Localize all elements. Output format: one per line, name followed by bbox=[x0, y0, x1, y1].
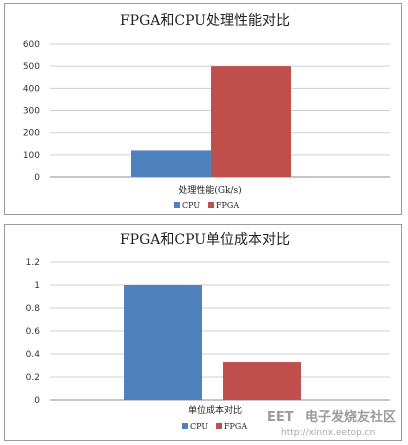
watermark-url: http://xinnx.eetop.cn bbox=[281, 428, 375, 438]
performance-chart: FPGA和CPU处理性能对比 0 100 200 300 400 500 600 处理性能(… bbox=[23, 13, 390, 210]
y-tick-label: 0.4 bbox=[26, 350, 41, 360]
chart-panel-performance: FPGA和CPU处理性能对比 0 100 200 300 400 500 600 处理性能(… bbox=[4, 3, 402, 215]
y-tick-label: 0.8 bbox=[26, 304, 41, 314]
y-tick-label: 200 bbox=[23, 129, 40, 139]
legend-label-cpu: CPU bbox=[182, 201, 200, 210]
y-tick-label: 500 bbox=[23, 62, 40, 72]
chart-title: FPGA和CPU处理性能对比 bbox=[120, 13, 290, 29]
bar-cpu bbox=[131, 150, 211, 177]
cost-chart: FPGA和CPU单位成本对比 00.20.40.60.811.2 单位成本对比 … bbox=[26, 232, 396, 438]
y-tick-label: 1.2 bbox=[26, 258, 40, 268]
legend-swatch-fpga bbox=[208, 202, 214, 208]
legend-label-cpu: CPU bbox=[190, 422, 208, 431]
y-tick-label: 400 bbox=[23, 84, 40, 94]
bar-fpga bbox=[223, 362, 301, 400]
legend-swatch-cpu bbox=[182, 423, 188, 429]
y-tick-label: 0.2 bbox=[26, 373, 40, 383]
legend: CPU FPGA bbox=[182, 422, 247, 431]
legend-label-fpga: FPGA bbox=[216, 201, 239, 210]
y-tick-label: 1 bbox=[34, 281, 40, 291]
legend: CPU FPGA bbox=[174, 201, 239, 210]
y-tick-label: 0 bbox=[34, 396, 40, 406]
bar-fpga bbox=[211, 66, 291, 177]
legend-swatch-cpu bbox=[174, 202, 180, 208]
watermark-logo: EET bbox=[267, 410, 294, 425]
chart-title: FPGA和CPU单位成本对比 bbox=[120, 232, 290, 248]
y-tick-label: 600 bbox=[23, 40, 40, 50]
y-tick-label: 100 bbox=[23, 151, 40, 161]
y-tick-label: 0 bbox=[34, 173, 40, 183]
watermark-name: 电子发烧友社区 bbox=[305, 409, 396, 425]
category-label: 单位成本对比 bbox=[188, 404, 242, 416]
category-label: 处理性能(Gk/s) bbox=[178, 184, 241, 196]
bar-cpu bbox=[124, 285, 202, 400]
y-tick-label: 0.6 bbox=[26, 327, 41, 337]
legend-swatch-fpga bbox=[216, 423, 222, 429]
y-tick-label: 300 bbox=[23, 107, 40, 117]
chart-panel-cost: FPGA和CPU单位成本对比 0 0.2 0.4 0.6 0.8 1 1.2 单位成本对比 … bbox=[4, 224, 402, 441]
legend-label-fpga: FPGA bbox=[224, 422, 247, 431]
watermark: EET 电子发烧友社区 http://xinnx.eetop.cn bbox=[267, 409, 396, 438]
